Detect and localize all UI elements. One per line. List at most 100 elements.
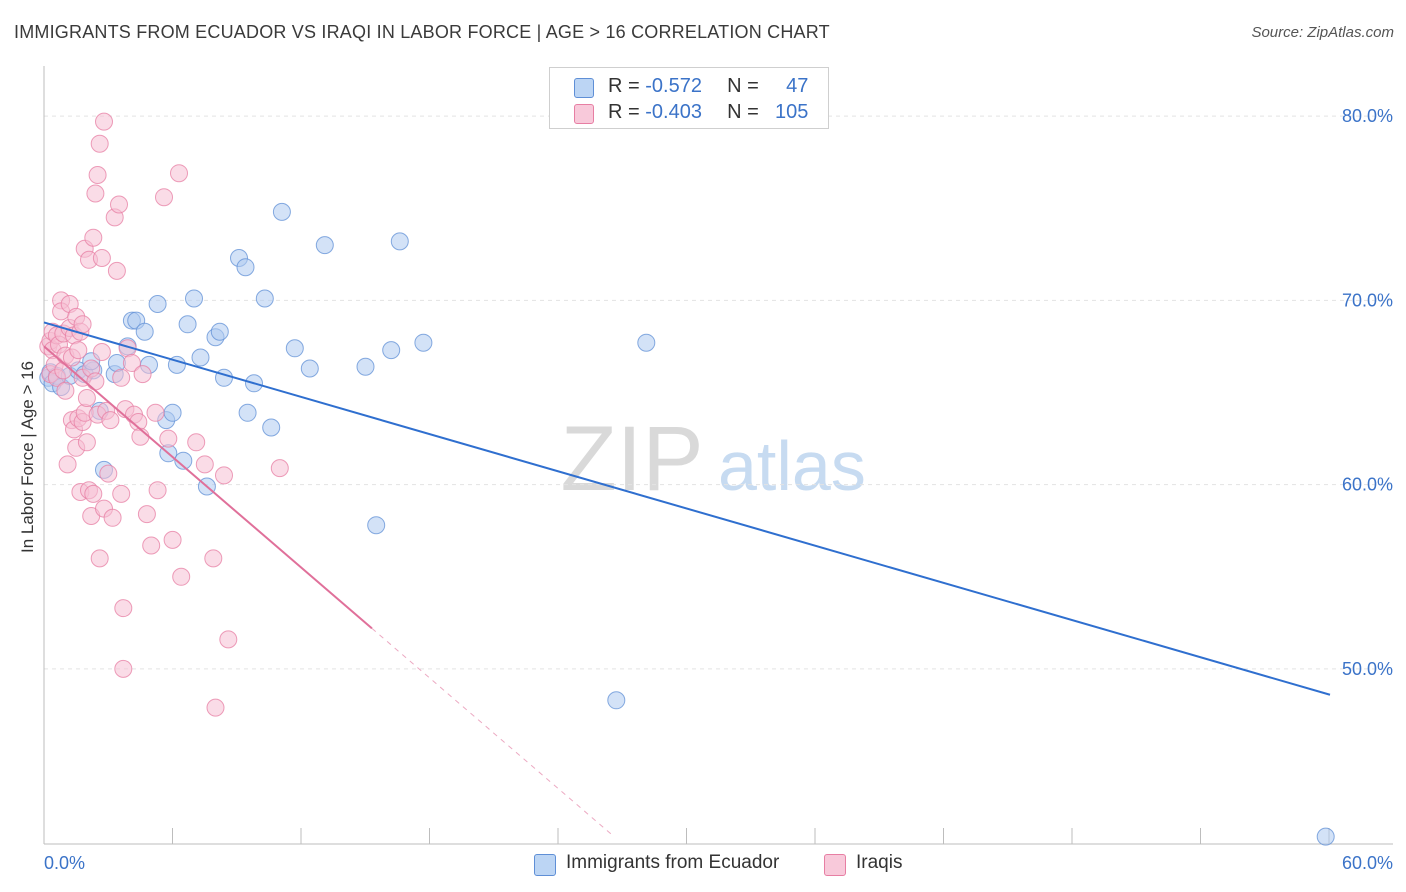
point-iraqis	[195, 455, 214, 474]
point-ecuador	[163, 403, 182, 422]
point-iraqis	[99, 464, 118, 483]
point-ecuador	[107, 354, 126, 372]
legend-n-value: 105	[774, 101, 809, 123]
point-ecuador	[174, 451, 193, 470]
point-iraqis	[92, 249, 111, 267]
trendline-iraqis	[43, 345, 373, 630]
y-axis-label: In Labor Force | Age > 16	[18, 360, 37, 554]
legend-n-label: N =	[727, 101, 765, 123]
correlation-legend: R = -0.572 N = 47 R = -0.403 N = 105	[549, 67, 829, 129]
point-iraqis	[146, 403, 165, 422]
legend-label-ecuador: Immigrants from Ecuador	[566, 852, 780, 873]
point-ecuador	[285, 339, 304, 358]
watermark-zip: ZIP	[560, 408, 703, 510]
point-ecuador	[191, 348, 210, 367]
point-iraqis	[112, 368, 131, 387]
x-tick-label: 60.0%	[1342, 853, 1393, 873]
y-tick-label: 70.0%	[1342, 290, 1393, 310]
point-ecuador	[637, 333, 656, 352]
point-ecuador	[382, 341, 401, 360]
point-iraqis	[107, 261, 126, 280]
point-iraqis	[86, 184, 105, 203]
point-iraqis	[90, 134, 109, 153]
legend-r-value: -0.572	[645, 75, 702, 97]
point-iraqis	[122, 354, 141, 372]
legend-swatch-iraqis	[574, 104, 594, 124]
point-iraqis	[270, 459, 289, 478]
legend-r-label: R =	[608, 75, 646, 97]
point-iraqis	[148, 481, 167, 500]
point-iraqis	[88, 166, 107, 184]
point-ecuador	[236, 258, 255, 277]
legend-r-value: -0.403	[645, 101, 702, 123]
trendline-iraqis-extension	[371, 628, 613, 836]
point-iraqis	[56, 381, 75, 400]
point-iraqis	[114, 599, 133, 618]
point-iraqis	[204, 549, 223, 568]
point-ecuador	[238, 403, 257, 422]
point-ecuador	[135, 322, 154, 341]
point-iraqis	[131, 427, 150, 446]
point-ecuador	[178, 315, 197, 334]
point-iraqis	[110, 195, 128, 214]
trendline-ecuador	[43, 321, 1331, 696]
point-ecuador	[255, 289, 274, 308]
point-iraqis	[103, 508, 122, 527]
series-legend: Immigrants from Ecuador Iraqis	[0, 852, 1406, 878]
point-iraqis	[155, 188, 173, 207]
legend-r-label: R =	[608, 101, 646, 123]
point-iraqis	[92, 343, 111, 361]
point-iraqis	[114, 659, 133, 678]
point-iraqis	[84, 484, 103, 503]
point-iraqis	[77, 389, 96, 407]
point-iraqis	[73, 315, 92, 334]
point-iraqis	[84, 228, 103, 247]
point-ecuador	[148, 295, 167, 313]
point-iraqis	[112, 484, 131, 503]
point-iraqis	[163, 530, 182, 549]
point-iraqis	[215, 466, 233, 485]
point-ecuador	[367, 516, 386, 535]
point-iraqis	[58, 455, 77, 474]
source-label: Source: ZipAtlas.com	[1251, 24, 1394, 41]
point-ecuador	[390, 232, 409, 251]
point-iraqis	[95, 112, 113, 131]
watermark-atlas: atlas	[718, 427, 866, 505]
chart-title: IMMIGRANTS FROM ECUADOR VS IRAQI IN LABO…	[14, 22, 830, 42]
point-ecuador	[414, 333, 433, 352]
point-iraqis	[90, 549, 109, 568]
point-ecuador	[262, 418, 281, 437]
point-iraqis	[69, 341, 88, 360]
y-tick-label: 50.0%	[1342, 659, 1393, 679]
point-ecuador	[315, 236, 334, 255]
point-iraqis	[101, 411, 120, 430]
point-ecuador	[210, 322, 229, 341]
point-iraqis	[142, 536, 161, 555]
point-iraqis	[172, 567, 191, 586]
legend-label-iraqis: Iraqis	[856, 852, 903, 873]
legend-swatch-ecuador	[534, 854, 556, 876]
legend-n-value: 47	[786, 75, 809, 97]
x-tick-label: 0.0%	[44, 853, 85, 873]
point-ecuador	[300, 359, 319, 378]
point-iraqis	[159, 429, 178, 448]
legend-swatch-ecuador	[574, 78, 594, 98]
point-iraqis	[206, 698, 225, 717]
point-iraqis	[137, 505, 156, 524]
point-ecuador	[607, 691, 626, 710]
point-ecuador	[1316, 827, 1335, 846]
point-ecuador	[185, 289, 203, 308]
point-iraqis	[133, 365, 152, 384]
legend-swatch-iraqis	[824, 854, 846, 876]
point-ecuador	[272, 202, 291, 221]
point-iraqis	[170, 164, 188, 183]
legend-n-label: N =	[727, 75, 765, 97]
point-iraqis	[187, 433, 206, 452]
point-iraqis	[86, 372, 105, 391]
point-iraqis	[77, 433, 96, 452]
point-iraqis	[219, 630, 238, 649]
y-tick-label: 80.0%	[1342, 106, 1393, 126]
point-ecuador	[356, 357, 375, 376]
y-tick-label: 60.0%	[1342, 475, 1393, 495]
